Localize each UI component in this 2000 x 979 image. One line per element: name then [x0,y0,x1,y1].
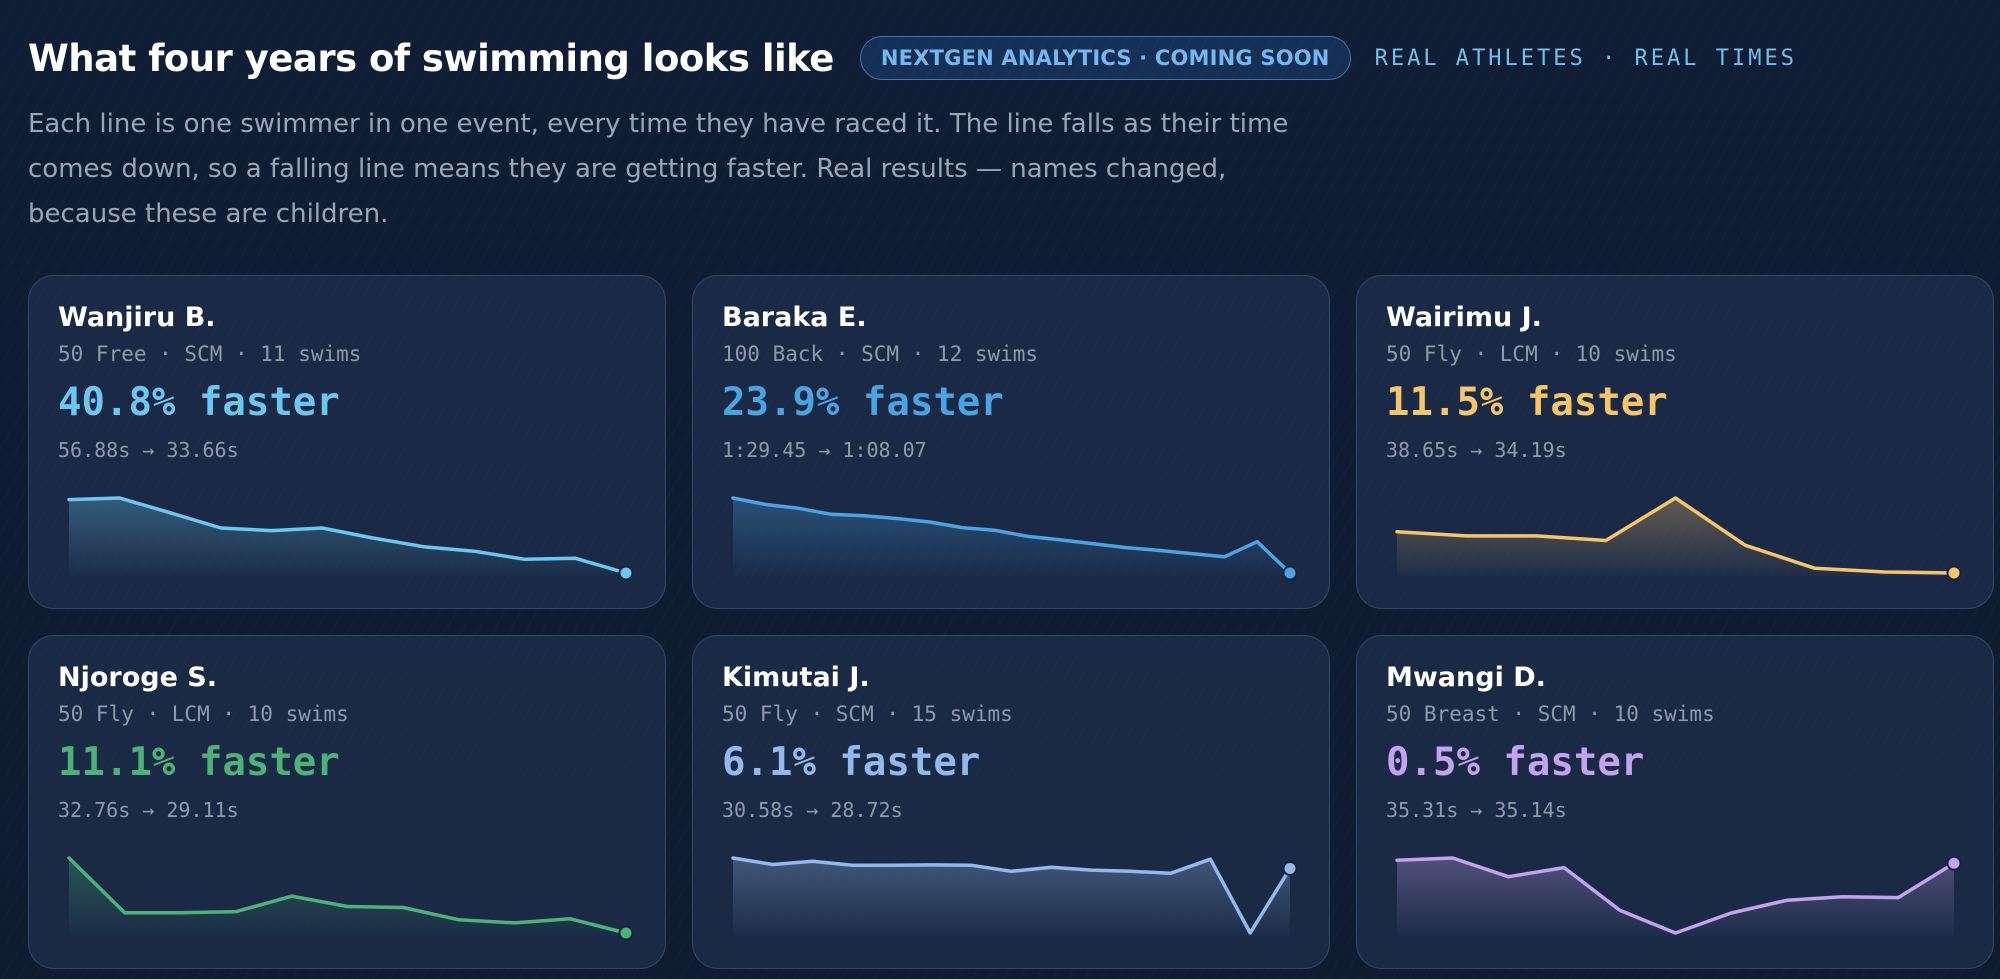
page-description: Each line is one swimmer in one event, e… [28,109,1289,229]
sparkline-line [731,496,1292,575]
event-meta: 50 Fly · LCM · 10 swims [58,702,349,726]
time-change: 1:29.45 → 1:08.07 [722,438,927,462]
improvement-percent: 23.9% faster [722,380,1004,425]
event-meta: 100 Back · SCM · 12 swims [722,342,1039,366]
time-change: 35.31s → 35.14s [1386,798,1567,822]
swimmer-name: Njoroge S. [58,662,218,693]
sparkline-chart [1395,855,1962,936]
sparkline-chart [1395,496,1962,581]
swimmer-name: Baraka E. [722,302,867,333]
sparkline-area [1397,498,1954,576]
eyebrow-label: REAL ATHLETES · REAL TIMES [1374,45,1797,71]
coming-soon-badge: NEXTGEN ANALYTICS · COMING SOON [859,36,1351,80]
swimmer-card[interactable]: Wanjiru B. 50 Free · SCM · 11 swims 40.8… [28,275,666,609]
time-change: 30.58s → 28.72s [722,798,903,822]
sparkline-area [69,498,626,576]
sparkline-line [1395,856,1956,935]
swimmer-name: Kimutai J. [722,662,870,693]
time-change: 38.65s → 34.19s [1386,438,1567,462]
sparkline-line [67,496,628,575]
time-change: 56.88s → 33.66s [58,438,239,462]
page-title: What four years of swimming looks like [28,36,834,80]
swimmer-card[interactable]: Mwangi D. 50 Breast · SCM · 10 swims 0.5… [1356,635,1994,969]
swimmer-card[interactable]: Wairimu J. 50 Fly · LCM · 10 swims 11.5%… [1356,275,1994,609]
swimmer-card[interactable]: Njoroge S. 50 Fly · LCM · 10 swims 11.1%… [28,635,666,969]
sparkline-chart [731,496,1298,581]
sparkline-line [67,856,628,935]
improvement-percent: 40.8% faster [58,380,340,425]
improvement-percent: 0.5% faster [1386,740,1645,785]
sparkline-area [69,858,626,936]
swimmer-name: Wairimu J. [1386,302,1542,333]
swimmer-card[interactable]: Baraka E. 100 Back · SCM · 12 swims 23.9… [692,275,1330,609]
latest-swim-point [1282,860,1298,876]
sparkline-line [1395,496,1956,575]
swimmer-cards-grid: Wanjiru B. 50 Free · SCM · 11 swims 40.8… [28,275,1994,969]
time-change: 32.76s → 29.11s [58,798,239,822]
swimmer-card[interactable]: Kimutai J. 50 Fly · SCM · 15 swims 6.1% … [692,635,1330,969]
latest-swim-point [1946,565,1962,581]
latest-swim-point [618,565,634,581]
sparkline-area [733,498,1290,576]
sparkline-area [1397,858,1954,936]
improvement-percent: 11.5% faster [1386,380,1668,425]
title-row: What four years of swimming looks like N… [28,28,1968,88]
event-meta: 50 Fly · LCM · 10 swims [1386,342,1677,366]
event-meta: 50 Breast · SCM · 10 swims [1386,702,1715,726]
sparkline-area [733,858,1290,936]
improvement-percent: 6.1% faster [722,740,981,785]
latest-swim-point [1282,565,1298,581]
improvement-percent: 11.1% faster [58,740,340,785]
latest-swim-point [1946,855,1962,871]
sparkline-chart [67,856,634,941]
event-meta: 50 Fly · SCM · 15 swims [722,702,1013,726]
page-header: What four years of swimming looks like N… [28,28,1968,237]
event-meta: 50 Free · SCM · 11 swims [58,342,362,366]
sparkline-line [731,856,1292,935]
sparkline-chart [67,496,634,581]
sparkline-chart [731,856,1298,936]
latest-swim-point [618,925,634,941]
swimmer-name: Mwangi D. [1386,662,1546,693]
swimmer-name: Wanjiru B. [58,302,216,333]
